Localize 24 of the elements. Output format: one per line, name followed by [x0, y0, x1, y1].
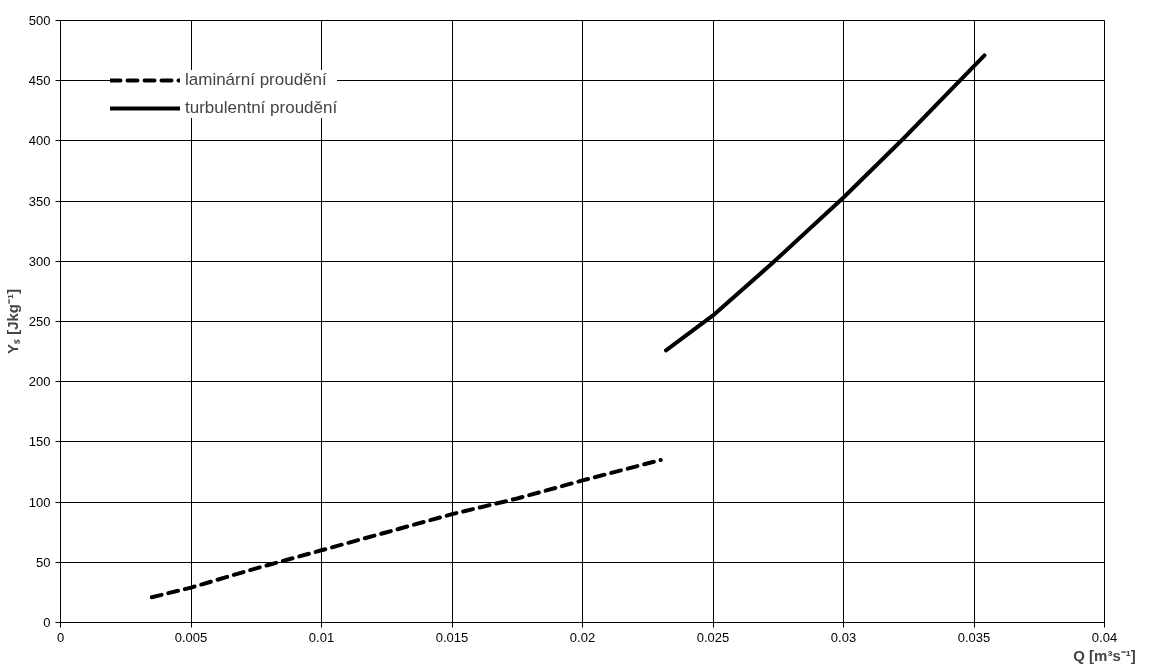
- legend-label: turbulentní proudění: [185, 98, 338, 118]
- y-tick-label: 50: [36, 554, 51, 570]
- y-tick-label: 100: [28, 494, 51, 510]
- y-tick-label: 300: [28, 253, 51, 269]
- y-tick-label: 250: [28, 314, 51, 329]
- x-tick-label: 0.035: [957, 629, 991, 645]
- y-tick-label: 150: [28, 434, 51, 450]
- x-tick-label: 0.02: [569, 629, 596, 645]
- x-tick-label: 0.01: [308, 629, 335, 645]
- y-tick-label: 350: [28, 193, 51, 209]
- y-tick-label: 0: [43, 615, 51, 630]
- y-axis-title: Yₛ [Jkg⁻¹]: [3, 288, 21, 354]
- x-tick-label: 0: [56, 629, 65, 645]
- y-tick-label: 500: [28, 13, 51, 28]
- x-tick-label: 0.025: [696, 629, 730, 645]
- y-tick-label: 400: [28, 133, 51, 149]
- y-tick-label: 450: [28, 73, 51, 89]
- legend-label: laminární proudění: [185, 70, 327, 90]
- x-axis-title: Q [m³s⁻¹]: [1073, 646, 1136, 664]
- x-tick-label: 0.015: [435, 629, 469, 645]
- y-tick-label: 200: [28, 374, 51, 390]
- x-tick-label: 0.04: [1091, 629, 1118, 645]
- x-tick-label: 0.005: [174, 629, 208, 645]
- x-tick-label: 0.03: [830, 629, 857, 645]
